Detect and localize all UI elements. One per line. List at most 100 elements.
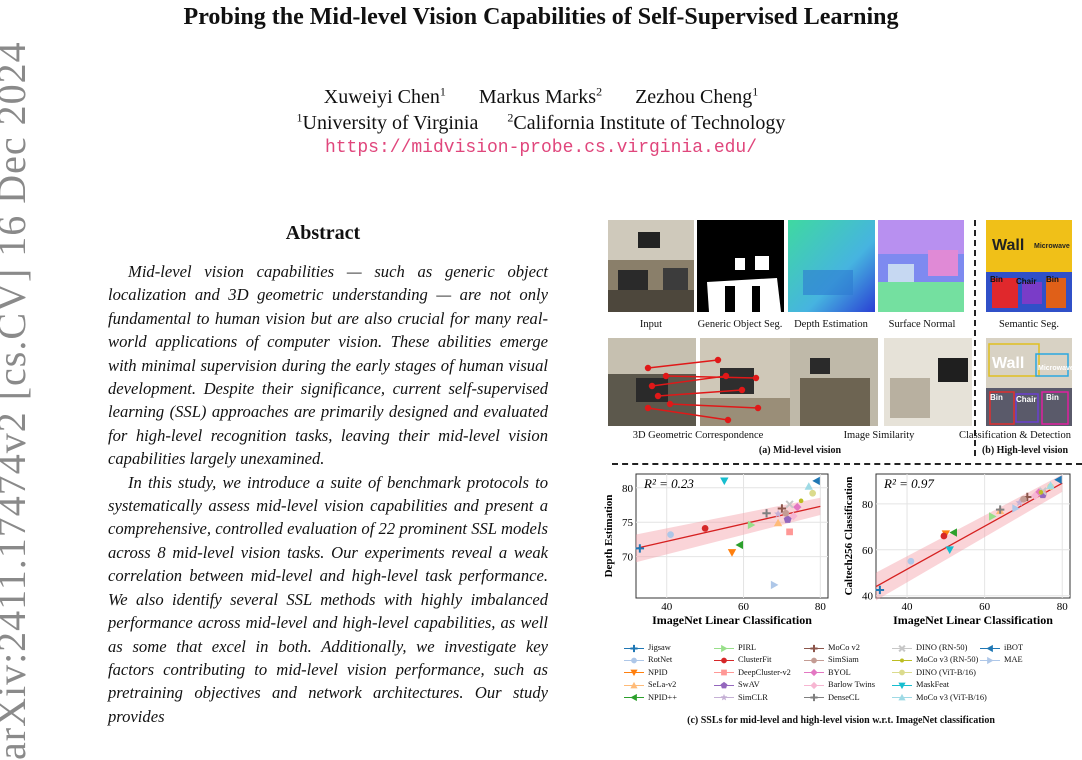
legend-item: RotNet xyxy=(624,655,672,665)
legend-item: Barlow Twins xyxy=(804,680,875,690)
x-tick-label: 60 xyxy=(979,601,991,613)
arxiv-stamp: arXiv:2411.17474v2 [cs.CV] 16 Dec 2024 xyxy=(0,41,48,760)
bin-label: Bin xyxy=(1046,275,1059,284)
subcaption-c: (c) SSLs for mid-level and high-level vi… xyxy=(687,715,995,726)
teaser-figure: Wall Microwave Bin Chair Bin Input Gener… xyxy=(600,218,1082,738)
data-point xyxy=(635,544,645,553)
legend-marker-shape xyxy=(721,644,728,652)
legend-label: BYOL xyxy=(828,667,851,677)
legend-marker-shape xyxy=(721,657,727,664)
legend-marker xyxy=(714,657,734,664)
author: Zezhou Cheng1 xyxy=(635,84,759,108)
caltech-vs-imagenet-chart: 40 60 80 40 60 80 R² = 0.97 ImageNet Linear Cla… xyxy=(843,473,1071,627)
correspondence-image xyxy=(608,338,790,426)
data-point xyxy=(770,580,779,590)
data-point xyxy=(907,557,915,565)
legend-marker xyxy=(714,694,734,701)
caption-surface-normal: Surface Normal xyxy=(888,319,956,330)
image-similarity-image xyxy=(790,338,972,426)
legend-marker-shape xyxy=(810,669,818,677)
legend-marker xyxy=(714,669,734,676)
legend-marker xyxy=(624,644,644,652)
y-axis-label: Caltech256 Classification xyxy=(843,477,855,596)
caption-image-similarity: Image Similarity xyxy=(843,430,915,441)
affiliation-list: 1University of Virginia 2California Inst… xyxy=(0,110,1082,135)
data-point xyxy=(786,528,793,536)
data-point xyxy=(1012,504,1020,513)
data-point xyxy=(1054,475,1062,484)
legend-marker-shape xyxy=(810,644,818,652)
legend-item: NPID++ xyxy=(624,693,677,703)
legend-marker xyxy=(892,669,912,676)
legend-marker-shape xyxy=(720,681,728,689)
legend-marker-shape xyxy=(721,669,727,676)
fit-line xyxy=(635,505,821,550)
legend-label: DINO (ViT-B/16) xyxy=(916,667,976,677)
fit-line xyxy=(875,482,1063,588)
subcaption-b: (b) High-level vision xyxy=(981,445,1069,456)
section-divider xyxy=(974,220,976,456)
data-point xyxy=(995,505,1005,514)
x-axis-label: ImageNet Linear Classification xyxy=(893,613,1053,627)
legend-item: SwAV xyxy=(714,680,760,690)
y-tick-label: 70 xyxy=(622,552,634,564)
legend-marker xyxy=(804,644,824,652)
legend-label: DenseCL xyxy=(828,692,860,702)
x-tick-label: 80 xyxy=(815,601,827,613)
surface-normal-image xyxy=(878,220,964,312)
data-point xyxy=(809,489,816,497)
legend-item: ClusterFit xyxy=(714,655,772,665)
legend-label: DINO (RN-50) xyxy=(916,643,968,652)
data-point xyxy=(727,549,737,557)
legend-item: MoCo v3 (RN-50) xyxy=(892,655,978,665)
data-point xyxy=(1020,495,1027,503)
legend-marker xyxy=(624,681,644,689)
author: Xuweiyi Chen1 xyxy=(323,84,446,108)
y-tick-label: 75 xyxy=(622,517,634,529)
r-squared-annotation: R² = 0.97 xyxy=(883,476,934,491)
legend-item: DINO (ViT-B/16) xyxy=(892,668,976,678)
legend-label: MoCo v3 (RN-50) xyxy=(916,655,979,665)
legend-label: SimSiam xyxy=(828,655,859,665)
data-point xyxy=(875,585,885,595)
data-point xyxy=(940,532,948,540)
abstract-heading: Abstract xyxy=(285,222,361,244)
semantic-seg-image: Wall Microwave Bin Chair Bin xyxy=(986,220,1072,312)
data-point xyxy=(774,509,783,518)
y-tick-label: 80 xyxy=(862,499,874,511)
x-tick-label: 60 xyxy=(738,601,750,613)
legend-marker-shape xyxy=(900,658,904,663)
abstract-paragraph: Mid-level vision capabilities — such as … xyxy=(108,262,548,469)
abstract-body: Mid-level vision capabilities — such as … xyxy=(108,260,548,728)
data-point xyxy=(777,504,787,513)
bin-label: Bin xyxy=(990,275,1003,284)
legend-marker xyxy=(624,657,644,664)
data-point xyxy=(1015,498,1024,507)
legend-marker-shape xyxy=(630,681,638,689)
data-point xyxy=(785,500,794,509)
author-list: Xuweiyi Chen1 Markus Marks2 Zezhou Cheng… xyxy=(0,84,1082,109)
legend-label: MaskFeat xyxy=(916,680,950,690)
classification-detection-image: Wall Microwave Bin Chair Bin xyxy=(986,338,1072,426)
data-point xyxy=(949,528,957,537)
legend-marker xyxy=(624,694,644,702)
legend-item: MoCo v2 xyxy=(804,643,860,653)
project-url[interactable]: https://midvision-probe.cs.virginia.edu/ xyxy=(324,138,758,158)
y-tick-label: 40 xyxy=(862,591,874,603)
legend-label: MoCo v3 (ViT-B/16) xyxy=(916,692,987,702)
data-point xyxy=(1046,481,1055,489)
data-point xyxy=(720,477,729,486)
affiliation: 2California Institute of Technology xyxy=(507,110,786,134)
legend-label: DeepCluster-v2 xyxy=(738,667,791,677)
caption-generic-object-seg: Generic Object Seg. xyxy=(697,319,783,330)
generic-object-seg-image xyxy=(697,220,784,312)
microwave-label: Microwave xyxy=(1038,365,1072,372)
legend-label: iBOT xyxy=(1004,643,1024,652)
data-point xyxy=(783,515,792,523)
bin-label: Bin xyxy=(1046,393,1059,402)
legend-marker xyxy=(624,669,644,677)
legend-marker-shape xyxy=(898,682,906,689)
subcaption-a: (a) Mid-level vision xyxy=(758,445,842,456)
wall-label: Wall xyxy=(992,355,1024,372)
abstract-paragraph: In this study, we introduce a suite of b… xyxy=(108,472,548,726)
